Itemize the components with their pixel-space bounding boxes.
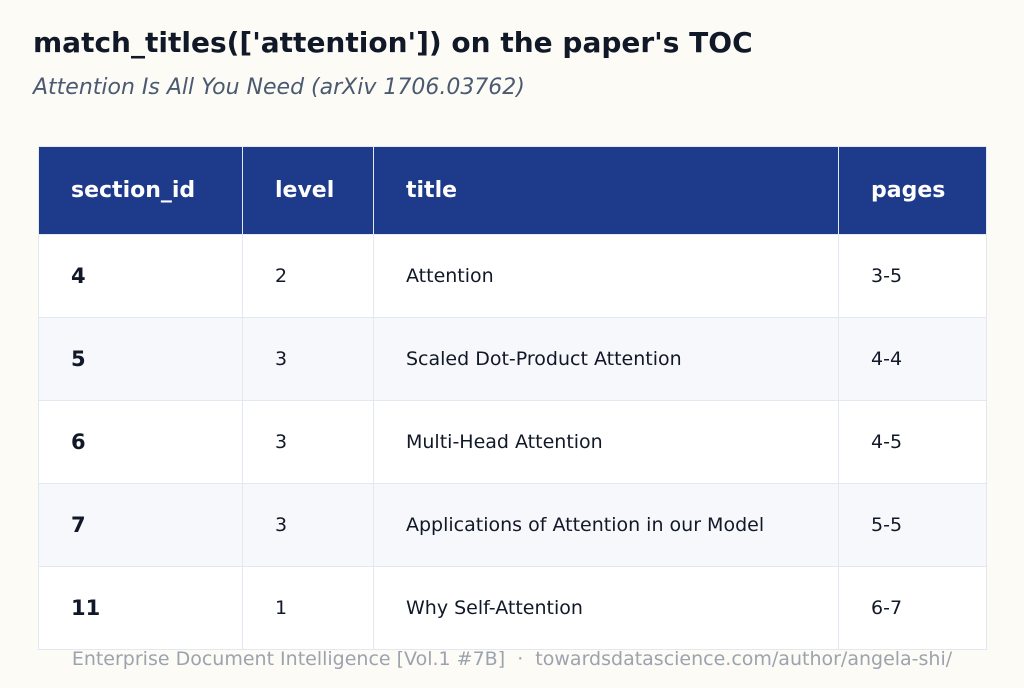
table-cell: Applications of Attention in our Model (373, 483, 839, 567)
section-id-cell: 5 (38, 317, 243, 401)
table-row: 4 2 Attention 3-5 (38, 234, 987, 318)
section-id-cell: 4 (38, 234, 243, 318)
column-header: title (373, 146, 839, 235)
table-body: 4 2 Attention 3-5 5 3 Scaled Dot-Product Atten… (38, 234, 987, 650)
column-header: level (242, 146, 374, 235)
table-cell: 4-5 (838, 400, 987, 484)
toc-table: section_id level title pages 4 2 Attention 3-5… (38, 146, 987, 650)
table-row: 11 1 Why Self-Attention 6-7 (38, 566, 987, 650)
subtitle: Attention Is All You Need (arXiv 1706.03… (33, 75, 525, 100)
table-cell: 4-4 (838, 317, 987, 401)
table-header: section_id level title pages (38, 146, 987, 235)
table-cell: 5-5 (838, 483, 987, 567)
table-cell: 3 (242, 483, 374, 567)
table-cell: Multi-Head Attention (373, 400, 839, 484)
column-header: pages (838, 146, 987, 235)
table-cell: 3-5 (838, 234, 987, 318)
table-row: 6 3 Multi-Head Attention 4-5 (38, 400, 987, 484)
table-cell: Scaled Dot-Product Attention (373, 317, 839, 401)
table-cell: 1 (242, 566, 374, 650)
section-id-cell: 11 (38, 566, 243, 650)
table-cell: Attention (373, 234, 839, 318)
table-cell: 6-7 (838, 566, 987, 650)
column-header: section_id (38, 146, 243, 235)
table-cell: Why Self-Attention (373, 566, 839, 650)
footer: Enterprise Document Intelligence [Vol.1 … (71, 648, 953, 670)
table-row: 7 3 Applications of Attention in our Model… (38, 483, 987, 567)
header-row: section_id level title pages (38, 146, 987, 235)
title: match_titles(['attention']) on the paper… (33, 26, 753, 59)
section-id-cell: 6 (38, 400, 243, 484)
table-row: 5 3 Scaled Dot-Product Attention 4-4 (38, 317, 987, 401)
table-cell: 3 (242, 400, 374, 484)
table-cell: 3 (242, 317, 374, 401)
section-id-cell: 7 (38, 483, 243, 567)
table-cell: 2 (242, 234, 374, 318)
